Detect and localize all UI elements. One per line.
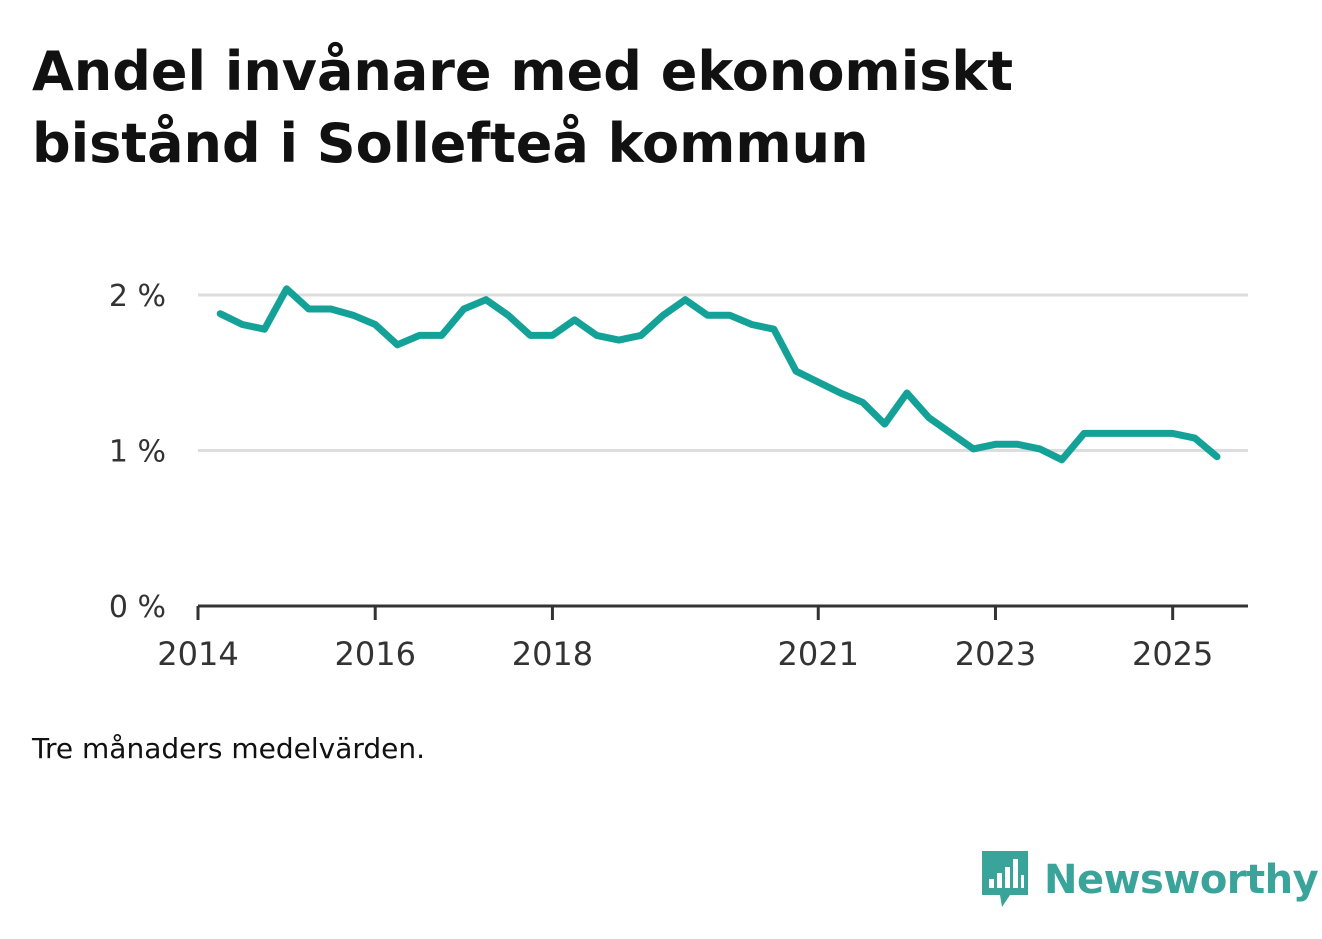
- chart-title: Andel invånare med ekonomiskt bistånd i …: [32, 36, 1132, 180]
- bar-chart-speech-bubble-icon: [982, 851, 1028, 907]
- x-tick-label: 2018: [512, 635, 593, 673]
- line-chart: 0 % 1 % 2 % 2014 2016 2018 2021 2023 2025: [109, 279, 1248, 673]
- y-tick-label: 1 %: [109, 435, 166, 470]
- x-tick-label: 2016: [334, 635, 415, 673]
- x-tick-label: 2025: [1132, 635, 1213, 673]
- x-tick-label: 2021: [778, 635, 859, 673]
- y-tick-label: 0 %: [109, 590, 166, 625]
- chart-title-line-2: bistånd i Sollefteå kommun: [32, 112, 869, 175]
- brand-name: Newsworthy: [1044, 857, 1319, 903]
- chart-title-line-1: Andel invånare med ekonomiskt: [32, 40, 1014, 103]
- newsworthy-logo[interactable]: Newsworthy: [980, 848, 1319, 912]
- x-tick-label: 2014: [157, 635, 238, 673]
- series-line: [216, 285, 1221, 464]
- x-tick-label: 2023: [955, 635, 1036, 673]
- chart-note: Tre månaders medelvärden.: [32, 732, 426, 765]
- y-tick-label: 2 %: [109, 279, 166, 314]
